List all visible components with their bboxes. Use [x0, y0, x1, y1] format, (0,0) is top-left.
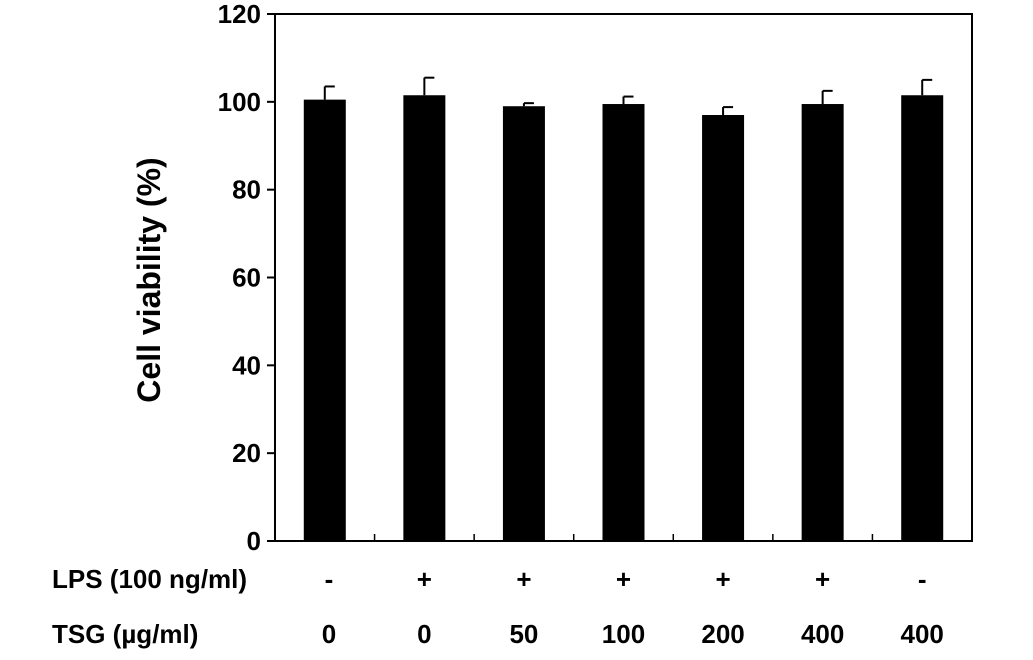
y-tick-label: 120 [218, 0, 261, 29]
error-bar-1 [323, 85, 335, 100]
row-value: + [616, 564, 631, 594]
y-axis-title: Cell viability (%) [131, 157, 167, 402]
error-bar-7 [921, 78, 933, 96]
error-bars [323, 76, 933, 116]
plot-frame [274, 13, 973, 542]
y-tick-label: 20 [232, 438, 261, 468]
row-value: 0 [322, 619, 336, 649]
bar-7 [901, 95, 944, 541]
error-bar-6 [821, 89, 833, 105]
row-value: 400 [901, 619, 944, 649]
row-value: + [516, 564, 531, 594]
bar-1 [303, 99, 346, 541]
bar-2 [403, 95, 446, 541]
row-value: + [815, 564, 830, 594]
row-value: 100 [602, 619, 645, 649]
row-value: + [417, 564, 432, 594]
y-tick-label: 40 [232, 350, 261, 380]
row-value: + [715, 564, 730, 594]
row-label: LPS (100 ng/ml) [52, 564, 247, 594]
x-ticks [373, 534, 874, 541]
row-value: - [918, 564, 927, 594]
bar-4 [602, 104, 645, 541]
bar-3 [502, 106, 545, 541]
error-bar-4 [622, 95, 634, 105]
row-value: 50 [509, 619, 538, 649]
bar-5 [702, 115, 745, 541]
error-bar-3 [522, 102, 534, 107]
error-bar-5 [722, 106, 734, 116]
bar-6 [801, 104, 844, 541]
row-value: 200 [701, 619, 744, 649]
lps-row: LPS (100 ng/ml) - + + + + + - [52, 564, 927, 594]
row-label: TSG (µg/ml) [52, 619, 198, 649]
row-value: 0 [417, 619, 431, 649]
tsg-row: TSG (µg/ml) 0 0 50 100 200 400 400 [52, 619, 944, 649]
y-tick-label: 80 [232, 175, 261, 205]
error-bar-2 [423, 76, 435, 96]
row-value: - [325, 564, 334, 594]
y-tick-label: 0 [247, 526, 261, 556]
row-value: 400 [801, 619, 844, 649]
y-tick-label: 60 [232, 263, 261, 293]
bars [303, 95, 944, 541]
y-ticks: 0 20 40 60 80 100 120 [218, 0, 275, 556]
y-tick-label: 100 [218, 87, 261, 117]
